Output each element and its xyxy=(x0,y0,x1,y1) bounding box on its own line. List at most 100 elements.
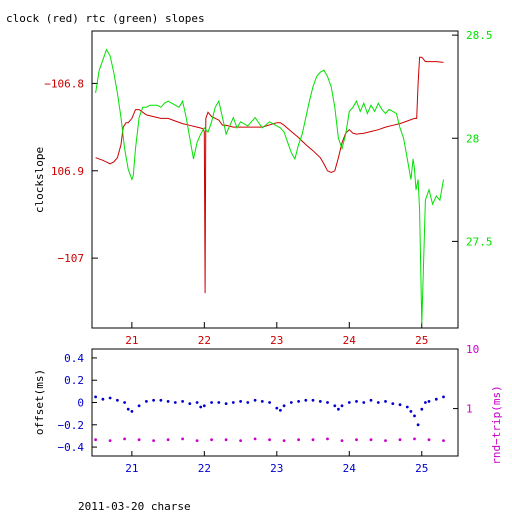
bottom-x-tick-label: 22 xyxy=(198,462,211,475)
clock-series-line xyxy=(95,56,444,294)
roundtrip-point xyxy=(224,438,228,442)
offset-point xyxy=(413,414,416,418)
offset-point xyxy=(268,401,271,404)
offset-point xyxy=(304,398,308,402)
roundtrip-point xyxy=(326,437,329,441)
offset-point xyxy=(424,401,427,404)
roundtrip-point xyxy=(355,438,358,442)
bottom-y-tick-label: 0.2 xyxy=(64,374,84,387)
roundtrip-point xyxy=(195,439,199,442)
footer-label: 2011-03-20 charse xyxy=(78,500,191,512)
top-x-tick-label: 25 xyxy=(415,334,428,347)
bottom-y-tick-label: 0 xyxy=(77,397,84,410)
bottom-x-tick-label: 23 xyxy=(270,462,283,475)
offset-point xyxy=(231,401,235,404)
roundtrip-point xyxy=(210,438,214,442)
offset-point xyxy=(116,398,119,402)
roundtrip-point xyxy=(268,438,271,442)
offset-point xyxy=(145,400,148,403)
offset-point xyxy=(297,400,300,403)
offset-point xyxy=(188,402,192,405)
bottom-x-tick-label: 25 xyxy=(415,462,428,475)
offset-point xyxy=(152,398,156,402)
offset-point xyxy=(239,400,243,403)
offset-point xyxy=(123,401,126,404)
offset-point xyxy=(398,403,402,407)
offset-point xyxy=(355,400,358,403)
roundtrip-point xyxy=(166,438,170,442)
offset-point xyxy=(253,398,257,402)
roundtrip-point xyxy=(137,438,141,442)
offset-point xyxy=(376,401,380,404)
bottom-x-tick-label: 21 xyxy=(125,462,138,475)
top-x-tick-label: 24 xyxy=(343,334,357,347)
offset-point xyxy=(391,402,395,405)
roundtrip-point xyxy=(369,438,373,442)
roundtrip-point xyxy=(123,437,126,441)
bottom-plot-axes: 21 22 23 24 25 0.4 0.2 0 −0.2 −0.4 10 1 xyxy=(58,343,480,475)
offset-point xyxy=(94,395,97,399)
top-plot-frame xyxy=(91,30,459,329)
bottom-y-axis-label: offset(ms) xyxy=(33,369,46,435)
offset-point xyxy=(340,404,344,408)
roundtrip-point xyxy=(239,439,243,442)
bottom-plot-series xyxy=(94,395,445,442)
top-y-axis-label: clockslope xyxy=(33,147,46,213)
roundtrip-point xyxy=(340,439,344,442)
top-x-tick-label: 23 xyxy=(270,334,283,347)
top-y2-tick-label: 27.5 xyxy=(466,235,493,248)
bottom-y-tick-label: 0.4 xyxy=(64,352,84,365)
bottom-y-tick-label: −0.4 xyxy=(58,441,85,454)
offset-point xyxy=(224,402,228,405)
chart-title: clock (red) rtc (green) slopes xyxy=(6,12,205,25)
offset-point xyxy=(202,404,206,408)
roundtrip-point xyxy=(253,437,257,441)
bottom-x-tick-label: 24 xyxy=(343,462,357,475)
offset-point xyxy=(333,404,337,408)
offset-point xyxy=(337,407,340,411)
offset-point xyxy=(217,401,221,404)
offset-point xyxy=(199,405,203,409)
offset-point xyxy=(260,400,264,403)
top-y-tick-label: 106.9 xyxy=(51,165,84,178)
offset-point xyxy=(409,410,413,413)
offset-point xyxy=(434,397,438,401)
offset-point xyxy=(279,408,282,412)
offset-point xyxy=(126,407,130,411)
roundtrip-point xyxy=(413,437,416,441)
offset-point xyxy=(181,400,185,403)
offset-point xyxy=(311,398,315,402)
offset-point xyxy=(405,405,409,409)
roundtrip-point xyxy=(398,438,402,442)
top-x-tick-label: 21 xyxy=(125,334,138,347)
offset-point xyxy=(130,410,134,413)
roundtrip-point xyxy=(384,439,387,442)
offset-point xyxy=(166,400,170,403)
top-y2-tick-label: 28.5 xyxy=(466,29,493,42)
top-y2-tick-label: 28 xyxy=(466,132,479,145)
offset-point xyxy=(173,401,177,404)
offset-point xyxy=(420,407,424,411)
offset-point xyxy=(108,396,112,400)
offset-point xyxy=(326,401,329,404)
bottom-y-tick-label: −0.2 xyxy=(58,419,85,432)
top-x-tick-label: 22 xyxy=(198,334,211,347)
roundtrip-point xyxy=(442,439,445,442)
offset-point xyxy=(101,397,105,401)
roundtrip-point xyxy=(427,438,431,442)
roundtrip-point xyxy=(108,439,112,442)
rtc-series-line xyxy=(95,48,444,324)
bottom-y2-axis-label: rnd−trip(ms) xyxy=(490,385,503,464)
offset-point xyxy=(384,400,387,403)
offset-point xyxy=(362,401,366,404)
top-plot-axes: 21 22 23 24 25 −106.8 106.9 −107 28.5 28 27.5 xyxy=(44,29,492,347)
top-y-tick-label: −106.8 xyxy=(44,77,84,90)
roundtrip-point xyxy=(297,438,300,442)
offset-point xyxy=(318,400,322,403)
offset-point xyxy=(289,401,293,404)
roundtrip-point xyxy=(94,438,97,442)
roundtrip-point xyxy=(181,437,185,441)
bottom-y2-tick-label: 10 xyxy=(466,343,479,356)
roundtrip-point xyxy=(311,438,315,442)
